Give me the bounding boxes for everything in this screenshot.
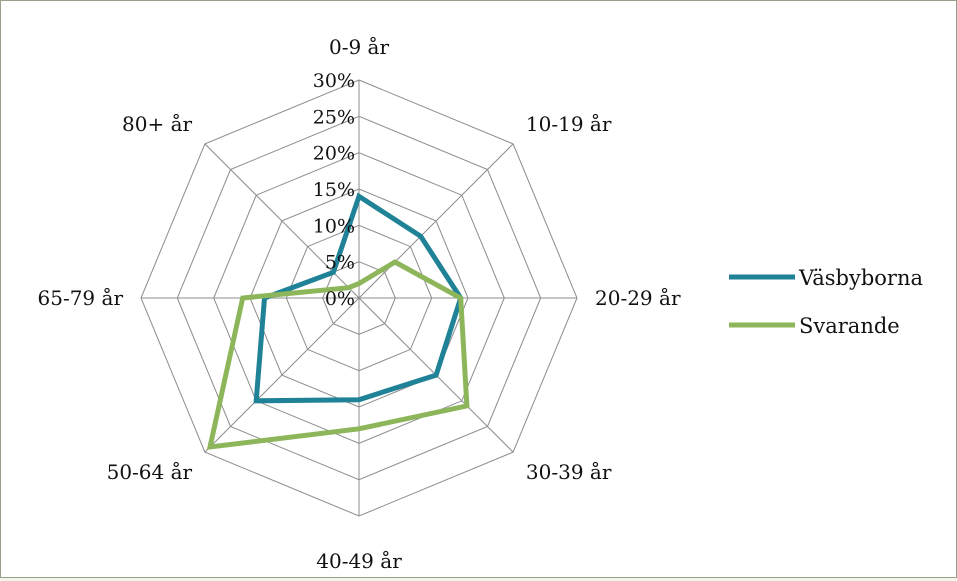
legend: Väsbyborna Svarande xyxy=(729,266,923,338)
grid-spoke xyxy=(358,143,514,299)
tick-label: 30% xyxy=(313,70,355,92)
legend-label: Väsbyborna xyxy=(798,266,923,290)
category-label: 30-39 år xyxy=(526,460,612,484)
category-label: 65-79 år xyxy=(38,286,124,310)
tick-labels: 0% 5% 10% 15% 20% 25% 30% xyxy=(313,70,355,310)
tick-label: 20% xyxy=(313,143,355,165)
grid-spoke xyxy=(204,297,360,453)
series-line xyxy=(253,192,464,404)
series-layer xyxy=(206,192,470,450)
category-label: 20-29 år xyxy=(595,286,681,310)
legend-label: Svarande xyxy=(799,314,900,338)
radar-grid xyxy=(140,79,578,517)
tick-label: 15% xyxy=(313,179,355,201)
category-label: 50-64 år xyxy=(107,460,193,484)
tick-label: 5% xyxy=(325,252,355,274)
tick-label: 25% xyxy=(313,106,355,128)
series-line xyxy=(206,259,470,450)
category-labels: 0-9 år 10-19 år 20-29 år 30-39 år 40-49 år 50… xyxy=(38,35,681,573)
category-label: 0-9 år xyxy=(329,35,389,59)
tick-label: 0% xyxy=(325,288,355,310)
category-label: 10-19 år xyxy=(526,112,612,136)
category-label: 40-49 år xyxy=(316,549,402,573)
tick-label: 10% xyxy=(313,215,355,237)
category-label: 80+ år xyxy=(122,112,192,136)
